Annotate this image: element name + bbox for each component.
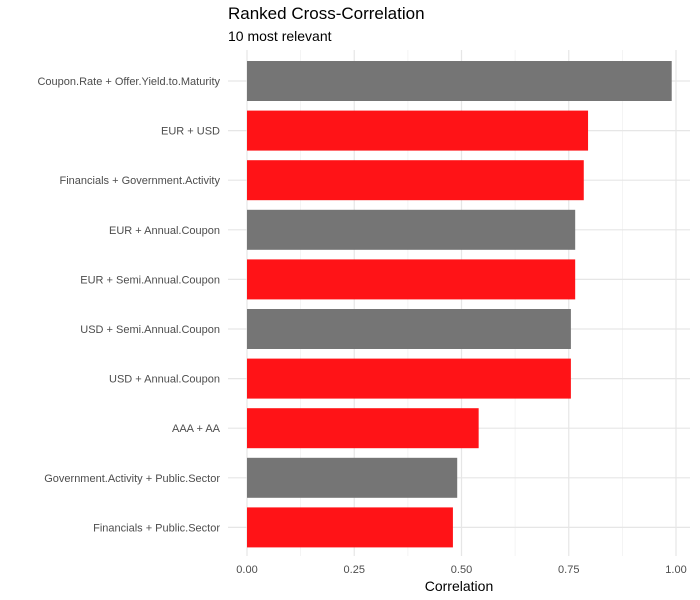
bar	[247, 110, 589, 151]
category-label: EUR + USD	[161, 126, 220, 138]
x-tick-label: 0.25	[344, 564, 365, 576]
bar	[247, 259, 576, 300]
bar	[247, 457, 458, 498]
category-label: EUR + Annual.Coupon	[109, 225, 220, 237]
category-label: USD + Annual.Coupon	[109, 374, 220, 386]
x-tick-label: 0.00	[236, 564, 257, 576]
x-tick-label: 0.75	[558, 564, 579, 576]
bar	[247, 309, 571, 349]
chart-subtitle: 10 most relevant	[228, 28, 332, 44]
x-tick-label: 1.00	[665, 564, 686, 576]
bar	[247, 160, 584, 201]
chart-title: Ranked Cross-Correlation	[228, 4, 425, 23]
category-label: Coupon.Rate + Offer.Yield.to.Maturity	[37, 76, 220, 88]
category-label: USD + Semi.Annual.Coupon	[80, 324, 220, 336]
category-label: Financials + Government.Activity	[60, 175, 221, 187]
bar	[247, 358, 571, 399]
x-axis-label: Correlation	[425, 578, 493, 594]
category-label: AAA + AA	[172, 423, 221, 435]
bar	[247, 408, 479, 449]
x-tick-label: 0.50	[451, 564, 472, 576]
bar	[247, 209, 576, 250]
bar	[247, 61, 672, 101]
bar	[247, 507, 453, 548]
category-label: Government.Activity + Public.Sector	[44, 473, 220, 485]
category-label: Financials + Public.Sector	[93, 522, 220, 534]
category-label: EUR + Semi.Annual.Coupon	[80, 274, 220, 286]
